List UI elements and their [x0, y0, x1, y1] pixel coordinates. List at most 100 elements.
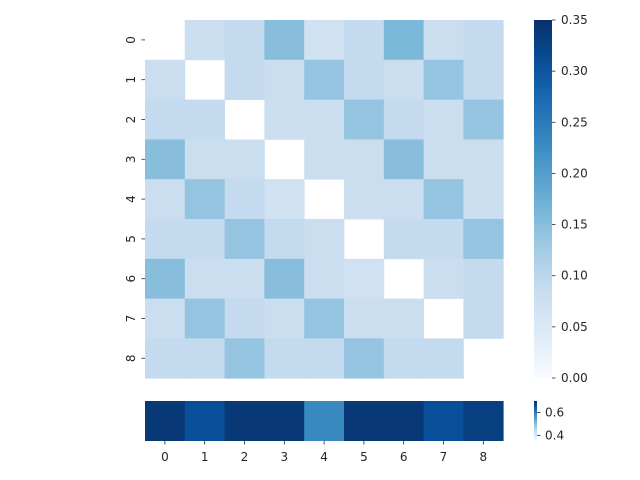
heatmap-cell-4-1 [184, 179, 225, 220]
summary-cell-6 [383, 401, 424, 441]
summary-cell-5 [344, 401, 385, 441]
row-tick-label: 3 [124, 155, 138, 163]
summary-cell-2 [224, 401, 265, 441]
colorbar-tick-label: 0.15 [561, 218, 588, 232]
row-tick-label: 1 [124, 76, 138, 84]
summary-cell-8 [463, 401, 504, 441]
heatmap-cell-1-3 [264, 59, 305, 100]
colorbar-tick-label: 0.20 [561, 166, 588, 180]
row-tick-label: 4 [124, 195, 138, 203]
summary-colorbar: 0.4 0.6 [534, 401, 564, 442]
heatmap-cell-1-2 [224, 59, 265, 100]
heatmap-cell-3-4 [304, 139, 345, 180]
heatmap-cell-8-5 [344, 338, 385, 379]
heatmap-cell-7-6 [383, 298, 424, 339]
row-tick-label: 8 [124, 354, 138, 362]
heatmap-cell-8-0 [145, 338, 186, 379]
heatmap-cell-3-0 [145, 139, 186, 180]
heatmap-cell-8-7 [423, 338, 464, 379]
heatmap-cell-7-8 [463, 298, 504, 339]
pairwise-heatmap [145, 20, 504, 379]
heatmap-cell-4-0 [145, 179, 186, 220]
heatmap-cell-1-0 [145, 59, 186, 100]
row-tick-label: 6 [124, 275, 138, 283]
column-tick-label: 8 [479, 450, 487, 464]
row-tick-label: 0 [124, 36, 138, 44]
heatmap-cell-1-8 [463, 59, 504, 100]
heatmap-cell-2-5 [344, 99, 385, 140]
heatmap-cell-3-8 [463, 139, 504, 180]
heatmap-cell-0-1 [184, 20, 225, 61]
summary-cell-1 [184, 401, 225, 441]
heatmap-cell-0-2 [224, 20, 265, 61]
heatmap-cell-2-8 [463, 99, 504, 140]
heatmap-cell-5-8 [463, 219, 504, 260]
heatmap-cell-6-0 [145, 258, 186, 299]
summary-cell-0 [145, 401, 186, 441]
column-tick-label: 6 [400, 450, 408, 464]
heatmap-cell-2-7 [423, 99, 464, 140]
summary-colorbar-gradient [534, 401, 537, 441]
row-tick-labels: 0 1 2 3 4 5 6 7 8 [124, 36, 145, 362]
heatmap-cell-1-5 [344, 59, 385, 100]
heatmap-cell-5-6 [383, 219, 424, 260]
heatmap-cell-0-4 [304, 20, 345, 61]
heatmap-cell-0-3 [264, 20, 305, 61]
colorbar-tick-label: 0.35 [561, 13, 588, 27]
heatmap-cell-1-4 [304, 59, 345, 100]
heatmap-cell-8-1 [184, 338, 225, 379]
heatmap-cell-6-8 [463, 258, 504, 299]
summary-colorbar-tick-label: 0.4 [545, 428, 564, 442]
heatmap-cell-5-2 [224, 219, 265, 260]
heatmap-cell-7-1 [184, 298, 225, 339]
heatmap-cell-0-8 [463, 20, 504, 61]
heatmap-cell-5-7 [423, 219, 464, 260]
colorbar-tick-label: 0.10 [561, 269, 588, 283]
heatmap-cell-3-6 [383, 139, 424, 180]
heatmap-cell-4-8 [463, 179, 504, 220]
heatmap-cell-6-5 [344, 258, 385, 299]
heatmap-cell-5-1 [184, 219, 225, 260]
heatmap-cell-8-4 [304, 338, 345, 379]
heatmap-cell-8-2 [224, 338, 265, 379]
heatmap-cell-8-3 [264, 338, 305, 379]
main-colorbar: 0.00 0.05 0.10 0.15 0.20 0.25 0.30 0.35 [534, 13, 588, 385]
column-tick-label: 3 [280, 450, 288, 464]
column-tick-labels: 0 1 2 3 4 5 6 7 8 [161, 441, 487, 464]
row-tick-label: 2 [124, 116, 138, 124]
colorbar-tick-label: 0.00 [561, 371, 588, 385]
heatmap-cell-2-6 [383, 99, 424, 140]
heatmap-cell-6-7 [423, 258, 464, 299]
heatmap-cell-7-0 [145, 298, 186, 339]
heatmap-cell-1-7 [423, 59, 464, 100]
heatmap-cell-6-4 [304, 258, 345, 299]
colorbar-gradient [534, 20, 552, 378]
heatmap-cell-2-3 [264, 99, 305, 140]
heatmap-cell-0-6 [383, 20, 424, 61]
column-tick-label: 5 [360, 450, 368, 464]
heatmap-cell-6-2 [224, 258, 265, 299]
heatmap-cell-2-1 [184, 99, 225, 140]
column-tick-label: 2 [241, 450, 249, 464]
summary-heatmap [145, 401, 504, 441]
summary-colorbar-tick-label: 0.6 [545, 405, 564, 419]
column-tick-label: 1 [201, 450, 209, 464]
heatmap-cell-5-3 [264, 219, 305, 260]
summary-cell-7 [423, 401, 464, 441]
heatmap-cell-4-5 [344, 179, 385, 220]
summary-cell-4 [304, 401, 345, 441]
heatmap-cell-7-4 [304, 298, 345, 339]
heatmap-cell-3-2 [224, 139, 265, 180]
colorbar-tick-label: 0.05 [561, 320, 588, 334]
heatmap-cell-2-0 [145, 99, 186, 140]
heatmap-cell-0-7 [423, 20, 464, 61]
row-tick-label: 7 [124, 315, 138, 323]
heatmap-cell-4-7 [423, 179, 464, 220]
row-tick-label: 5 [124, 235, 138, 243]
heatmap-cell-4-2 [224, 179, 265, 220]
colorbar-tick-label: 0.25 [561, 115, 588, 129]
column-tick-label: 7 [440, 450, 448, 464]
heatmap-cell-5-0 [145, 219, 186, 260]
colorbar-tick-label: 0.30 [561, 64, 588, 78]
